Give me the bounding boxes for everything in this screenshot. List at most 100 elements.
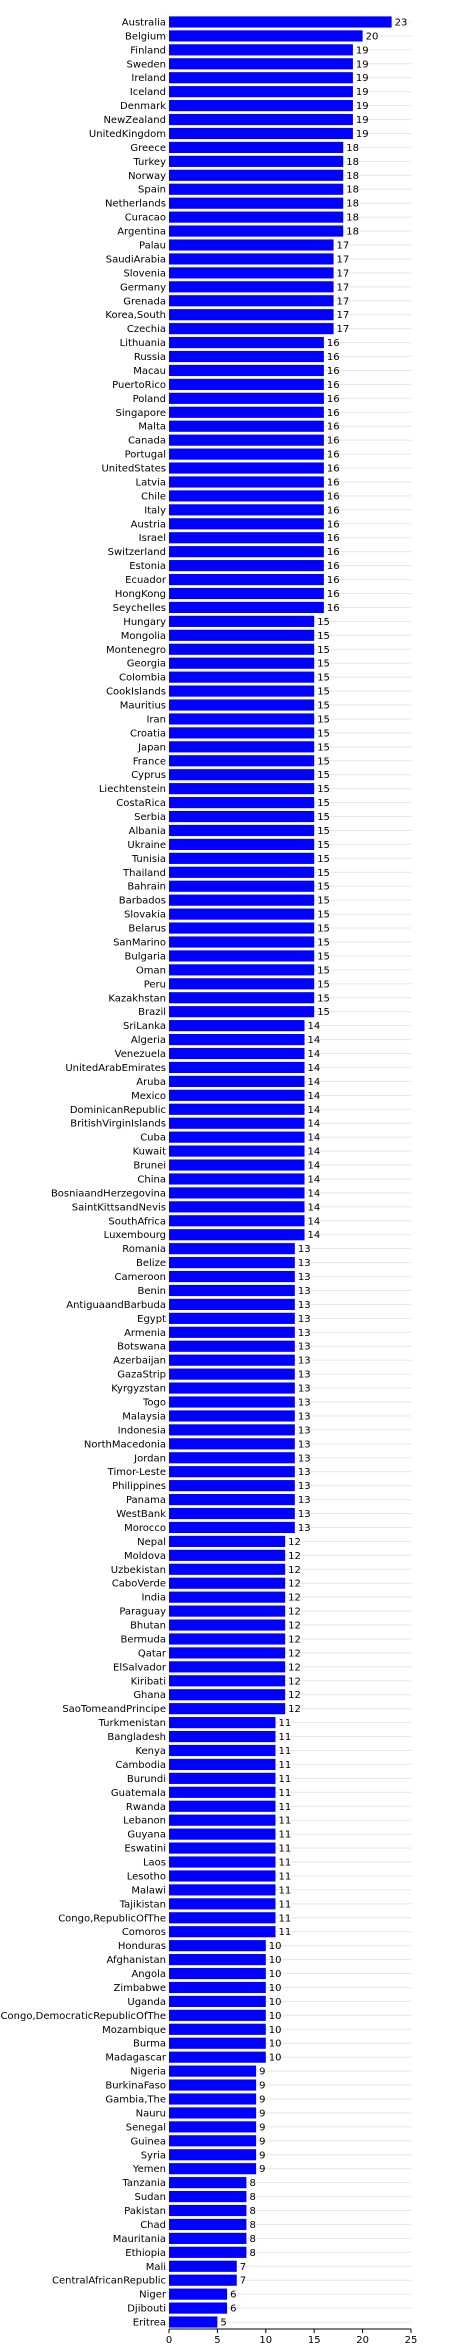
category-label: China [137,1174,166,1185]
bar [169,1243,295,1255]
value-label: 14 [308,1091,321,1102]
category-label: NewZealand [103,115,166,126]
x-tick-label: 25 [405,2335,418,2346]
category-label: Hungary [123,617,166,628]
category-label: Colombia [119,673,166,684]
category-label: Laos [143,1858,166,1869]
bar [169,2302,228,2314]
bar [169,657,315,669]
bar [169,141,344,154]
bar [169,169,344,181]
row-stripe [169,2223,411,2225]
row-stripe [169,2140,411,2142]
bar [169,392,324,404]
bar [169,378,324,390]
category-label: Tajikistan [119,1899,166,1910]
category-label: Cyprus [131,770,166,781]
value-label: 19 [356,73,369,84]
value-label: 5 [220,2318,226,2329]
category-label: Cameroon [115,1272,166,1283]
row-stripe [169,2056,411,2058]
value-label: 16 [327,603,340,614]
bar [169,183,344,195]
row-stripe [169,1596,411,1598]
value-label: 16 [327,561,340,572]
bar [169,1089,305,1101]
category-label: Botswana [117,1342,166,1353]
category-label: Australia [122,17,166,28]
category-label: Cuba [140,1133,166,1144]
category-label: Djibouti [127,2304,166,2315]
category-label: Tanzania [121,2178,166,2189]
value-label: 8 [249,2178,255,2189]
value-label: 16 [327,533,340,544]
bar [169,2246,247,2258]
bar [169,573,324,586]
row-stripe [169,1750,411,1751]
bar [169,1075,305,1087]
bar [169,2190,247,2203]
value-label: 10 [269,1997,282,2008]
category-label: Zimbabwe [113,1983,166,1994]
value-label: 17 [337,310,350,321]
category-label: Afghanistan [106,1955,166,1966]
value-label: 19 [356,129,369,140]
value-label: 15 [317,826,330,837]
x-tick-label: 0 [166,2335,172,2346]
category-label: Korea,South [105,310,166,321]
row-stripe [169,1763,411,1765]
row-stripe [169,1694,411,1696]
value-label: 14 [308,1119,321,1130]
value-label: 14 [308,1063,321,1074]
category-label: Azerbaijan [113,1356,166,1367]
bar [169,1926,276,1938]
value-label: 20 [366,31,379,42]
value-label: 15 [317,937,330,948]
category-label: HongKong [115,589,166,600]
category-label: Nigeria [130,2067,166,2078]
value-label: 16 [327,505,340,516]
category-label: CostaRica [116,798,166,809]
bar [169,643,315,655]
category-label: Iran [146,714,166,725]
category-label: Guatemala [111,1788,166,1799]
category-label: Latvia [136,477,166,488]
category-label: Burma [133,2039,166,2050]
value-label: 15 [317,979,330,990]
category-label: Kenya [135,1746,166,1757]
category-label: Philippines [112,1481,166,1492]
x-tick-label: 20 [356,2335,369,2346]
bar [169,992,315,1004]
bar [169,1898,276,1910]
value-label: 6 [230,2290,236,2301]
value-label: 16 [327,380,340,391]
bar [169,1689,286,1701]
category-label: Kyrgyzstan [111,1384,166,1395]
category-label: Seychelles [113,603,166,614]
category-label: Grenada [123,296,166,307]
category-label: Albania [129,826,166,837]
row-stripe [169,2251,411,2253]
row-stripe [169,1917,411,1919]
bar [169,1717,276,1729]
value-label: 15 [317,910,330,921]
category-label: Montenegro [106,645,166,656]
category-label: Honduras [118,1941,166,1952]
row-stripe [169,2028,411,2030]
category-label: Turkey [132,157,166,168]
value-label: 8 [249,2206,255,2217]
bar [169,699,315,711]
value-label: 10 [269,2011,282,2022]
row-stripe [169,1777,411,1779]
bar [169,2274,237,2286]
bar [169,950,315,962]
bar [169,601,324,614]
value-label: 15 [317,951,330,962]
bar [169,2232,247,2244]
value-label: 16 [327,477,340,488]
category-label: Israel [139,533,166,544]
category-label: Armenia [124,1328,166,1339]
category-label: Eritrea [133,2318,166,2329]
category-label: Argentina [117,227,166,238]
bar [169,1117,305,1129]
